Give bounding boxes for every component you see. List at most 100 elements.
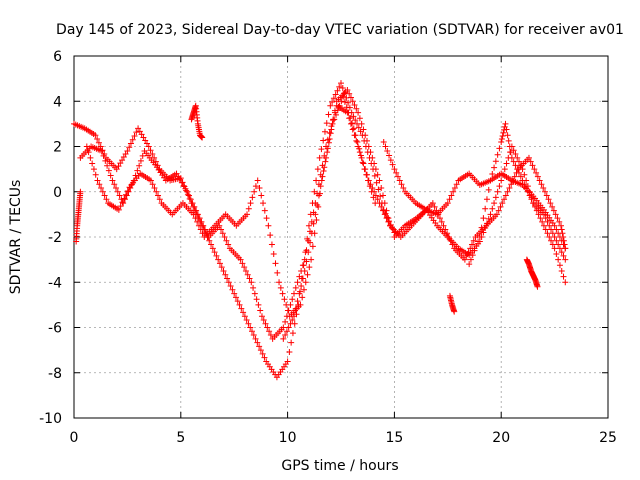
plus-marker — [90, 166, 97, 173]
plus-marker — [551, 234, 558, 240]
plus-marker — [491, 164, 498, 171]
plus-marker — [268, 241, 275, 248]
plus-marker — [476, 234, 483, 240]
plus-marker — [374, 196, 381, 203]
y-tick-label: 4 — [53, 94, 62, 110]
plus-marker — [180, 182, 187, 189]
plus-marker — [496, 183, 503, 190]
plus-marker — [527, 158, 534, 165]
plus-marker — [262, 320, 269, 327]
plus-marker — [175, 173, 182, 180]
plus-marker — [345, 99, 352, 106]
plus-marker — [109, 177, 116, 184]
series-isolated-a — [188, 102, 206, 141]
plus-marker — [360, 160, 367, 167]
plus-marker — [308, 230, 315, 237]
plus-marker — [521, 181, 528, 188]
plus-marker — [261, 354, 268, 361]
plus-marker — [489, 171, 496, 178]
plus-marker — [374, 171, 381, 178]
plus-marker — [100, 152, 107, 159]
plus-marker — [92, 132, 99, 139]
plus-marker — [87, 154, 94, 161]
plus-marker — [283, 301, 290, 308]
plus-marker — [272, 260, 279, 267]
plus-marker — [277, 284, 284, 291]
plus-marker — [256, 343, 263, 350]
plus-marker — [325, 111, 332, 118]
plus-marker — [248, 279, 255, 286]
plus-marker — [252, 335, 259, 342]
plus-marker — [256, 184, 263, 191]
plus-marker — [497, 203, 504, 210]
plus-marker — [485, 215, 492, 222]
axis-ticks: 0 5 10 15 20 25 -10 -8 -6 -4 -2 0 2 4 6 — [39, 49, 617, 446]
plus-marker — [227, 283, 234, 290]
plus-marker — [560, 241, 567, 248]
plus-marker — [134, 167, 141, 174]
plus-marker — [384, 148, 391, 155]
plus-marker — [299, 294, 306, 301]
plus-marker — [336, 102, 343, 109]
plus-marker — [77, 188, 84, 195]
plus-marker — [299, 262, 306, 269]
plus-marker — [115, 163, 122, 170]
plus-marker — [496, 145, 503, 152]
plus-marker — [119, 199, 126, 206]
plus-marker — [224, 275, 231, 282]
plus-marker — [344, 86, 351, 93]
plus-marker — [330, 117, 337, 124]
plus-marker — [156, 196, 163, 203]
plus-marker — [365, 177, 372, 184]
plus-marker — [534, 173, 541, 180]
plus-marker — [199, 230, 206, 237]
plus-marker — [99, 188, 106, 195]
plus-marker — [504, 132, 511, 139]
plus-marker — [556, 245, 563, 252]
plus-marker — [519, 166, 526, 173]
series-isolated-c — [523, 256, 541, 290]
plus-marker — [215, 256, 222, 263]
plus-marker — [322, 158, 329, 165]
plus-marker — [480, 215, 487, 222]
plus-marker — [378, 203, 385, 210]
plus-marker — [282, 332, 289, 339]
plus-marker — [245, 205, 252, 212]
plus-marker — [558, 267, 565, 274]
plus-marker — [516, 158, 522, 165]
plus-marker — [250, 284, 257, 291]
plus-marker — [111, 181, 118, 188]
plus-marker — [307, 239, 314, 246]
plus-marker — [369, 154, 376, 161]
plus-marker — [372, 166, 379, 173]
plus-marker — [325, 139, 332, 146]
plus-marker — [431, 203, 438, 210]
plus-marker — [501, 196, 508, 203]
plus-marker — [318, 146, 325, 153]
plus-marker — [556, 234, 563, 240]
plus-marker — [251, 290, 258, 297]
y-tick-label: 0 — [53, 185, 62, 201]
plus-marker — [313, 177, 320, 184]
plus-marker — [543, 192, 550, 199]
plus-marker — [380, 206, 387, 213]
plus-marker — [321, 164, 328, 171]
plus-marker — [270, 250, 277, 257]
plus-marker — [510, 158, 517, 165]
plus-marker — [320, 137, 327, 144]
plus-marker — [247, 200, 254, 207]
x-axis-label: GPS time / hours — [281, 458, 398, 474]
plus-marker — [347, 114, 354, 121]
plus-marker — [257, 307, 264, 314]
plus-marker — [461, 256, 468, 263]
plus-marker — [555, 241, 562, 248]
plus-marker — [304, 271, 311, 278]
data-points — [71, 80, 569, 381]
plus-marker — [358, 120, 365, 127]
plus-marker — [429, 200, 436, 207]
plus-marker — [121, 195, 128, 202]
plus-marker — [540, 222, 547, 229]
plus-marker — [305, 222, 312, 229]
plus-marker — [135, 125, 142, 132]
